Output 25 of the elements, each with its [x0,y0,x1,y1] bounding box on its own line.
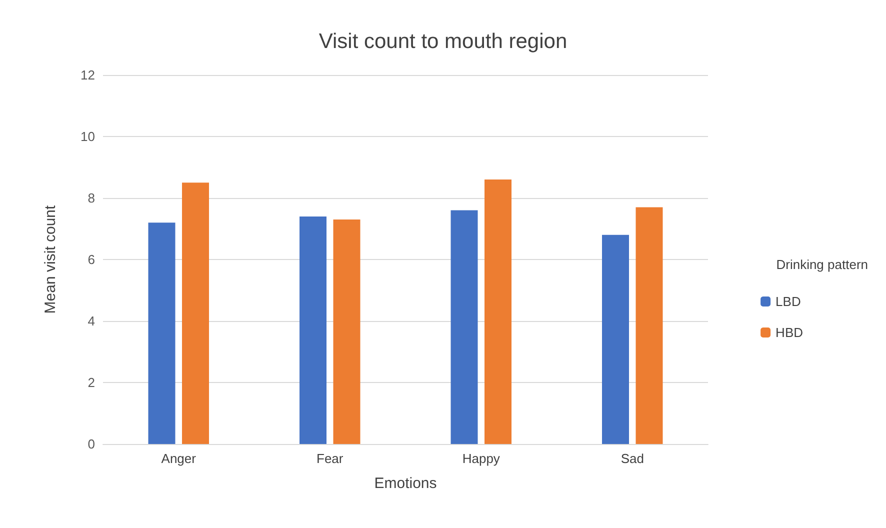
y-tick-label: 12 [80,68,95,82]
bar [148,222,176,444]
x-tick-label: Happy [462,451,500,466]
bar [602,234,629,444]
y-tick-label: 10 [80,129,95,144]
legend-label: LBD [776,294,801,309]
y-tick-label: 4 [88,314,95,328]
bar [300,216,326,444]
y-tick-label: 2 [88,375,95,390]
x-axis-title: Emotions [374,475,437,492]
chart-title: Visit count to mouth region [318,30,568,53]
bar [182,182,209,444]
x-tick-label: Fear [316,451,344,466]
legend-label: HBD [776,325,804,340]
x-tick-label: Anger [161,451,197,466]
legend-title: Drinking pattern [776,257,868,272]
y-axis-title: Mean visit count [42,204,59,314]
bar [484,180,512,444]
y-tick-label: 6 [88,252,95,267]
y-tick-label: 0 [88,436,95,452]
bar [333,220,360,444]
y-tick-label: 8 [88,190,95,206]
bar [450,210,478,444]
x-tick-label: Sad [620,451,644,466]
bar [636,207,663,444]
